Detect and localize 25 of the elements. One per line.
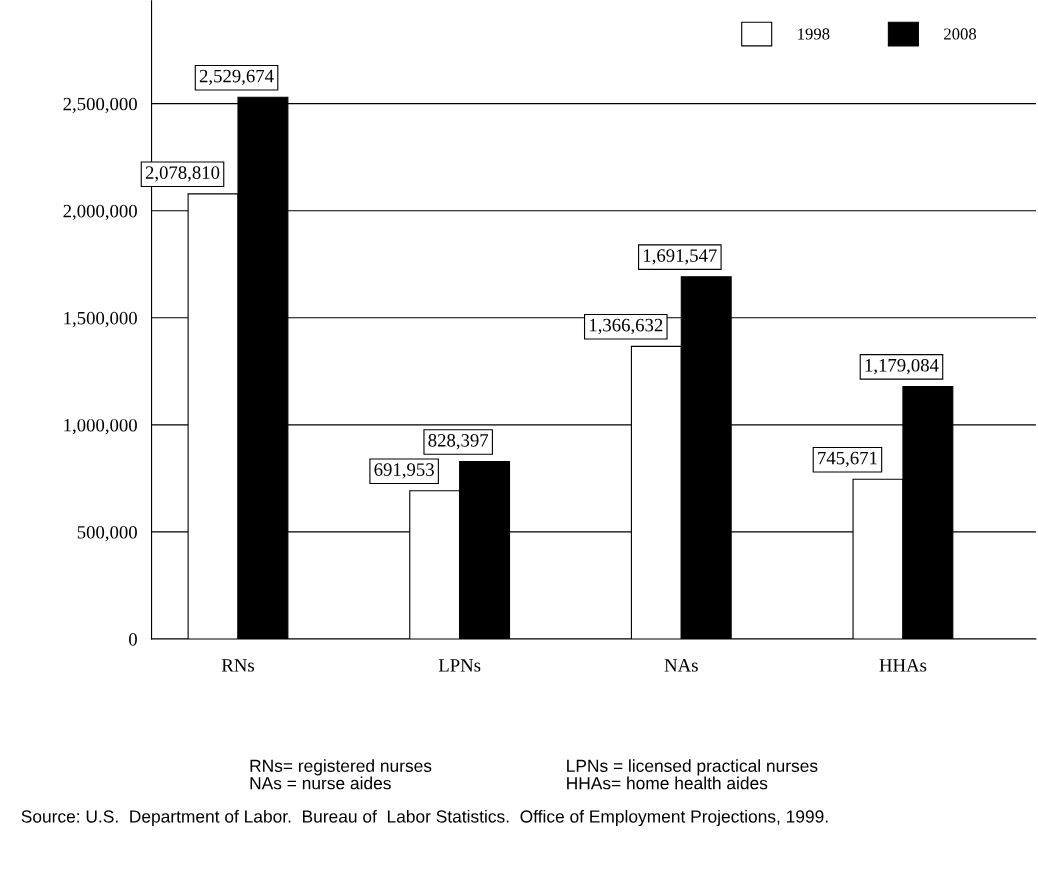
text: 1,691,547 xyxy=(643,249,717,265)
y-tick-label: 0 xyxy=(129,633,137,646)
text: 2,078,810 xyxy=(145,166,220,182)
text: 691,953 xyxy=(374,463,434,479)
x-tick-label: HHAs xyxy=(879,659,927,672)
legend-label: 2008 xyxy=(944,28,977,40)
y-tick-label: 2,000,000 xyxy=(63,204,137,221)
text: LPNs = licensed practical nurses xyxy=(567,759,818,776)
y-tick-label: 1,000,000 xyxy=(64,418,137,435)
y-tick-label: 1,500,000 xyxy=(64,311,137,328)
text: RNs= registered nurses xyxy=(250,759,432,776)
y-tick-label: 2,500,000 xyxy=(63,97,137,114)
y-tick-label: 500,000 xyxy=(77,525,137,542)
x-tick-label: LPNs xyxy=(438,659,481,672)
text: HHAs= home health aides xyxy=(567,776,768,790)
text: 1,366,632 xyxy=(589,318,663,335)
x-tick-label: NAs xyxy=(664,659,698,672)
x-tick-label: RNs xyxy=(221,659,254,672)
legend-label: 1998 xyxy=(798,28,830,40)
text: 745,671 xyxy=(818,451,877,468)
text: NAs = nurse aides xyxy=(250,776,391,790)
source-note: Source: U.S. Department of Labor. Bureau of Labor Statistics. Office of Employment Projections, 1999. xyxy=(21,809,828,827)
text: 2,529,674 xyxy=(199,69,274,86)
text: 1,179,084 xyxy=(865,358,939,375)
text: 828,397 xyxy=(428,434,489,450)
